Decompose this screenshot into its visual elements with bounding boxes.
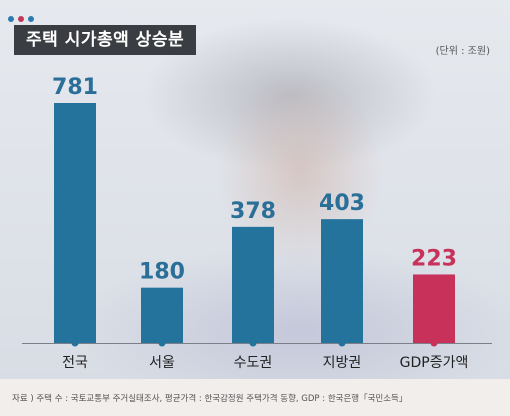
category-dot (158, 339, 166, 347)
bar-4 (321, 219, 363, 343)
category-dot (338, 339, 346, 347)
unit-label: (단위 : 조원) (435, 46, 490, 57)
category-dot (249, 339, 257, 347)
bar-1 (54, 103, 96, 343)
category-label: 서울 (149, 355, 175, 371)
decorative-dots (8, 7, 38, 26)
dot-icon (28, 16, 34, 22)
category-dot (430, 339, 438, 347)
bar-value-label: 781 (52, 75, 98, 100)
footer-band (0, 379, 510, 416)
category-label: 전국 (62, 355, 88, 371)
dot-icon (18, 16, 24, 22)
category-label: 지방권 (323, 355, 362, 371)
dot-icon (8, 16, 14, 22)
category-dot (71, 339, 79, 347)
bar-5 (413, 274, 455, 343)
source-note: 자료 ) 주택 수 : 국토교통부 주거실태조사, 평균가격 : 한국감정원 주… (12, 394, 408, 404)
chart-title: 주택 시가총액 상승분 (14, 25, 197, 55)
bar-value-label: 403 (319, 191, 365, 216)
bar-value-label: 223 (411, 246, 457, 271)
bar-value-label: 378 (230, 199, 276, 224)
category-label: GDP증가액 (400, 355, 469, 371)
bar-3 (232, 226, 274, 343)
bar-value-label: 180 (139, 260, 185, 285)
category-label: 수도권 (234, 355, 273, 371)
bar-2 (141, 287, 183, 343)
